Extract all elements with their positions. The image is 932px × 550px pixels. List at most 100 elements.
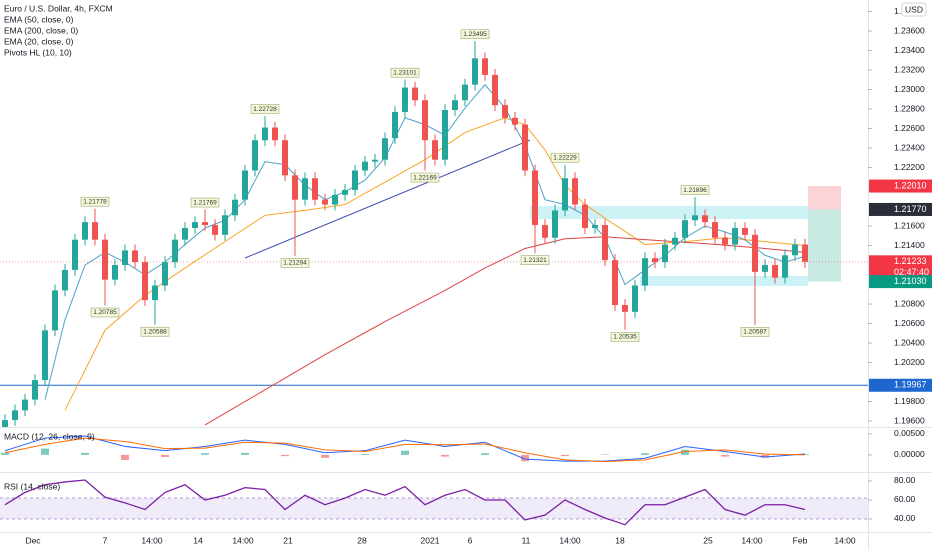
macd-histogram-bar [681,449,689,455]
candle-body [352,170,358,190]
macd-line [4,435,806,462]
y-tick-label: 40.00 [894,513,916,523]
y-tick-label: 1.22600 [894,123,925,133]
candle-body [142,262,148,301]
candle-body [702,215,708,223]
candle-body [112,265,118,280]
currency-box[interactable] [901,2,927,17]
pivot-box [740,327,770,337]
y-tick-label: 1.23400 [894,45,925,55]
stop-box [808,186,841,210]
candle-body [532,170,538,226]
candle-body [92,222,98,240]
pivot-box [460,29,490,39]
candle-body [482,58,488,75]
pivot-box [80,196,110,207]
x-tick-label: 14:00 [141,535,163,545]
candle-body [552,210,558,238]
macd-histogram-bar [401,450,409,455]
macd-label: MACD (12, 26, close, 9) [4,431,95,441]
x-tick-label: 14:00 [741,535,763,545]
candle-body [732,227,738,245]
legend-entry: EMA (50, close, 0) [4,14,74,24]
rsi-pane [4,479,806,526]
candle-body [572,178,578,205]
y-tick-label: 1.19600 [894,415,925,425]
candle-body [642,258,648,286]
candle-body [12,410,18,421]
x-tick-label: 6 [468,535,473,545]
y-tick-label: 1.21400 [894,240,925,250]
candle-body [622,305,628,312]
pivot-box [90,307,120,318]
macd-histogram-bar [481,453,489,455]
y-tick-label: 1.20600 [894,318,925,328]
x-tick-label: 21 [283,535,293,545]
candle-body [282,140,288,176]
candle-body [32,380,38,400]
price-tag [869,179,932,193]
candle-body [712,222,718,238]
candle-body [212,225,218,235]
candle-body [232,199,238,216]
candle-body [252,140,258,171]
pivot-label: 1.21896 [683,187,707,194]
price-pane: 1.21778 1.21769 1.22728 1.23101 1.23495 1.222… [0,29,868,427]
x-tick-label: 18 [615,535,625,545]
candle-body [792,244,798,256]
candle-body [632,285,638,312]
candle-body [802,244,808,262]
candle-body [422,100,428,141]
candle-body [432,140,438,160]
candle-body [652,258,658,263]
candle-body [362,161,368,171]
x-tick-label: 7 [103,535,108,545]
axes: 1.2 1.23600 1.23400 1.23200 1.23000 1.22800 1.… [25,6,932,545]
candle-body [312,178,318,200]
pivot-label: 1.22229 [553,154,577,161]
candle-body [2,420,8,427]
macd-histogram-bar [41,448,49,455]
y-tick-label: 1.20200 [894,357,925,367]
pivot-label: 1.20535 [613,334,637,341]
trend-line [244,139,531,259]
candle-body [562,178,568,211]
currency[interactable]: USD [905,4,923,14]
candle-body [462,84,468,101]
pivot-label: 1.22728 [253,106,277,113]
candle-body [382,138,388,160]
candle-body [102,239,108,280]
pivot-label: 1.23101 [393,69,417,76]
candle-body [452,100,458,110]
candle-body [332,194,338,205]
y-tick-label: 1.23000 [894,84,925,94]
candle-body [172,239,178,263]
macd-histogram-bar [161,454,169,457]
macd-pane [1,435,809,463]
macd-histogram-bar [441,454,449,457]
macd-histogram-bar [641,453,649,455]
candle-body [52,290,58,331]
macd-histogram-bar [121,454,129,460]
price-tag [869,378,932,392]
candle-body [662,244,668,263]
pivot-label: 1.21769 [193,199,217,206]
candle-body [372,159,378,162]
target-box [808,209,841,282]
macd-line [4,437,806,463]
candle-body [192,222,198,228]
candle-body [752,234,758,272]
pivot-box [520,255,550,265]
rsi-band [0,498,868,519]
candle-body [472,58,478,85]
y-tick-label: 1.21600 [894,220,925,230]
y-tick-label: 60.00 [894,494,916,504]
macd-histogram-bar [281,454,289,457]
price-tag [869,275,932,289]
macd-histogram-bar [201,453,209,455]
y-tick-label: 1.23200 [894,64,925,74]
pivot-label: 1.20588 [143,328,167,335]
candle-body [122,250,128,266]
